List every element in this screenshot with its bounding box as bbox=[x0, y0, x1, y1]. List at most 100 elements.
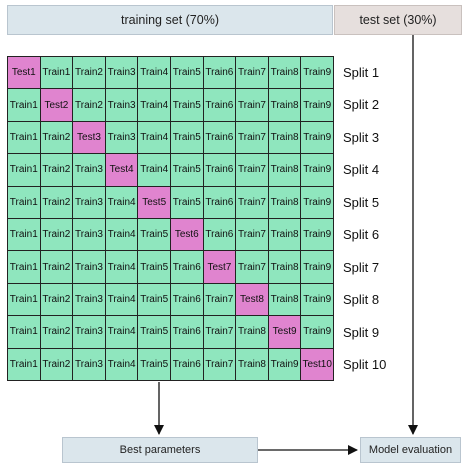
train-fold-cell: Train8 bbox=[236, 316, 268, 348]
train-fold-cell: Train7 bbox=[236, 57, 268, 89]
split-label: Split 3 bbox=[343, 129, 380, 145]
train-fold-cell: Train6 bbox=[171, 283, 203, 316]
train-fold-cell: Train9 bbox=[301, 251, 333, 283]
train-fold-cell: Train7 bbox=[203, 348, 236, 380]
train-fold-cell: Train9 bbox=[301, 154, 333, 186]
train-fold-cell: Train2 bbox=[40, 316, 73, 348]
train-fold-cell: Train5 bbox=[138, 316, 170, 348]
train-fold-cell: Train2 bbox=[40, 348, 73, 380]
training-set-label: training set (70%) bbox=[121, 13, 219, 27]
train-fold-cell: Train4 bbox=[105, 316, 138, 348]
test-set-label: test set (30%) bbox=[359, 13, 437, 27]
test-fold-cell: Test5 bbox=[138, 186, 170, 218]
train-fold-cell: Train1 bbox=[8, 89, 40, 121]
train-fold-cell: Train4 bbox=[105, 348, 138, 380]
train-fold-cell: Train8 bbox=[268, 121, 301, 154]
train-fold-cell: Train9 bbox=[301, 57, 333, 89]
train-fold-cell: Train8 bbox=[268, 251, 301, 283]
train-fold-cell: Train5 bbox=[171, 154, 203, 186]
test-fold-cell: Test4 bbox=[105, 154, 138, 186]
train-fold-cell: Train6 bbox=[203, 186, 236, 218]
train-fold-cell: Train1 bbox=[8, 121, 40, 154]
test-fold-cell: Test2 bbox=[40, 89, 73, 121]
train-fold-cell: Train5 bbox=[138, 348, 170, 380]
train-fold-cell: Train1 bbox=[8, 283, 40, 316]
test-fold-cell: Test1 bbox=[8, 57, 40, 89]
train-fold-cell: Train8 bbox=[268, 218, 301, 251]
test-fold-cell: Test8 bbox=[236, 283, 268, 316]
split-label: Split 5 bbox=[343, 194, 380, 210]
best-parameters-box: Best parameters bbox=[62, 437, 258, 463]
train-fold-cell: Train6 bbox=[203, 121, 236, 154]
train-fold-cell: Train8 bbox=[268, 57, 301, 89]
train-fold-cell: Train2 bbox=[40, 251, 73, 283]
train-fold-cell: Train3 bbox=[73, 186, 105, 218]
train-fold-cell: Train2 bbox=[40, 218, 73, 251]
test-fold-cell: Test3 bbox=[73, 121, 105, 154]
train-fold-cell: Train3 bbox=[73, 251, 105, 283]
train-fold-cell: Train8 bbox=[268, 186, 301, 218]
split-label: Split 8 bbox=[343, 292, 380, 308]
train-fold-cell: Train4 bbox=[105, 283, 138, 316]
train-fold-cell: Train3 bbox=[105, 57, 138, 89]
train-fold-cell: Train5 bbox=[171, 186, 203, 218]
train-fold-cell: Train7 bbox=[203, 283, 236, 316]
train-fold-cell: Train7 bbox=[236, 251, 268, 283]
train-fold-cell: Train5 bbox=[138, 283, 170, 316]
train-fold-cell: Train3 bbox=[73, 316, 105, 348]
train-fold-cell: Train9 bbox=[301, 283, 333, 316]
test-fold-cell: Test9 bbox=[268, 316, 301, 348]
split-label: Split 7 bbox=[343, 259, 380, 275]
train-fold-cell: Train5 bbox=[138, 218, 170, 251]
train-fold-cell: Train3 bbox=[73, 283, 105, 316]
cross-validation-grid: Test1 Train1 Train2 Train3 Train4 Train5 Train… bbox=[7, 56, 334, 381]
train-fold-cell: Train6 bbox=[203, 154, 236, 186]
train-fold-cell: Train8 bbox=[236, 348, 268, 380]
train-fold-cell: Train8 bbox=[268, 89, 301, 121]
split-label: Split 10 bbox=[343, 357, 387, 373]
train-fold-cell: Train4 bbox=[105, 218, 138, 251]
train-fold-cell: Train4 bbox=[105, 186, 138, 218]
train-fold-cell: Train7 bbox=[236, 218, 268, 251]
train-fold-cell: Train1 bbox=[8, 251, 40, 283]
train-fold-cell: Train6 bbox=[171, 348, 203, 380]
train-fold-cell: Train4 bbox=[138, 57, 170, 89]
train-fold-cell: Train3 bbox=[105, 121, 138, 154]
train-fold-cell: Train3 bbox=[105, 89, 138, 121]
training-set-bar: training set (70%) bbox=[7, 5, 333, 35]
train-fold-cell: Train9 bbox=[268, 348, 301, 380]
train-fold-cell: Train7 bbox=[236, 89, 268, 121]
train-fold-cell: Train7 bbox=[236, 121, 268, 154]
train-fold-cell: Train5 bbox=[138, 251, 170, 283]
best-parameters-label: Best parameters bbox=[119, 444, 201, 456]
train-fold-cell: Train6 bbox=[203, 89, 236, 121]
train-fold-cell: Train7 bbox=[236, 186, 268, 218]
model-evaluation-box: Model evaluation bbox=[360, 437, 461, 463]
split-label: Split 4 bbox=[343, 162, 380, 178]
train-fold-cell: Train1 bbox=[8, 218, 40, 251]
train-fold-cell: Train2 bbox=[40, 186, 73, 218]
train-fold-cell: Train7 bbox=[236, 154, 268, 186]
train-fold-cell: Train1 bbox=[8, 154, 40, 186]
split-label: Split 6 bbox=[343, 227, 380, 243]
model-evaluation-label: Model evaluation bbox=[368, 444, 453, 456]
train-fold-cell: Train1 bbox=[40, 57, 73, 89]
train-fold-cell: Train4 bbox=[138, 89, 170, 121]
train-fold-cell: Train4 bbox=[138, 154, 170, 186]
train-fold-cell: Train2 bbox=[40, 121, 73, 154]
test-fold-cell: Test7 bbox=[203, 251, 236, 283]
train-fold-cell: Train3 bbox=[73, 348, 105, 380]
train-fold-cell: Train4 bbox=[105, 251, 138, 283]
train-fold-cell: Train6 bbox=[203, 218, 236, 251]
train-fold-cell: Train5 bbox=[171, 121, 203, 154]
train-fold-cell: Train1 bbox=[8, 316, 40, 348]
split-label: Split 2 bbox=[343, 97, 380, 113]
test-set-bar: test set (30%) bbox=[334, 5, 462, 35]
train-fold-cell: Train5 bbox=[171, 89, 203, 121]
test-fold-cell: Test10 bbox=[301, 348, 333, 380]
test-fold-cell: Test6 bbox=[171, 218, 203, 251]
train-fold-cell: Train2 bbox=[40, 283, 73, 316]
train-fold-cell: Train8 bbox=[268, 154, 301, 186]
train-fold-cell: Train9 bbox=[301, 89, 333, 121]
